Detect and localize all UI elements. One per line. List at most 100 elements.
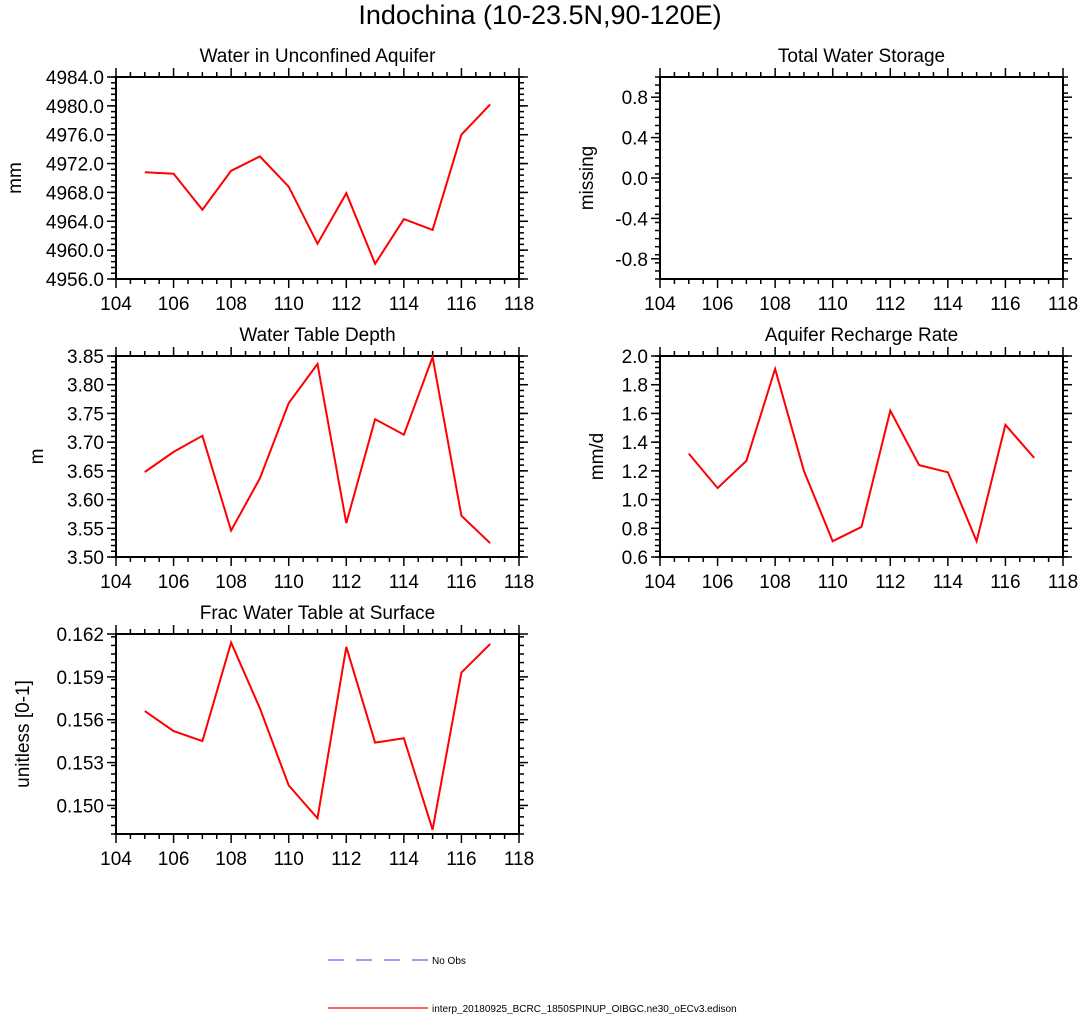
y-axis-label: unitless [0-1]: [13, 680, 34, 788]
y-tick-label: 0.6: [622, 548, 648, 569]
x-tick-label: 112: [875, 294, 905, 315]
x-tick-label: 108: [759, 572, 791, 593]
y-tick-label: 0.153: [56, 754, 104, 775]
y-tick-label: 4972.0: [46, 155, 104, 176]
x-tick-label: 108: [215, 294, 247, 315]
y-tick-label: 4980.0: [46, 97, 104, 118]
x-tick-label: 104: [100, 849, 132, 870]
x-tick-label: 112: [331, 294, 361, 315]
chart-title: Total Water Storage: [778, 46, 945, 67]
x-tick-label: 104: [644, 294, 676, 315]
x-tick-label: 116: [446, 849, 476, 870]
y-tick-label: 4968.0: [46, 183, 104, 204]
y-tick-label: 0.8: [622, 88, 648, 109]
x-tick-label: 110: [274, 572, 304, 593]
y-tick-label: 3.85: [67, 347, 104, 368]
y-tick-label: 3.75: [67, 404, 104, 425]
x-tick-label: 108: [215, 849, 247, 870]
y-tick-label: 3.70: [67, 433, 104, 454]
y-tick-label: 4976.0: [46, 126, 104, 147]
series-line: [144, 639, 491, 830]
x-tick-label: 104: [644, 572, 676, 593]
series-line: [144, 103, 491, 266]
y-tick-label: 4984.0: [46, 68, 104, 89]
figure-title: Indochina (10-23.5N,90-120E): [358, 0, 721, 30]
plot-frame: [659, 76, 1064, 280]
chart-panel-5: Frac Water Table at Surface 104 106 108 110 1…: [13, 603, 534, 870]
x-tick-label: 118: [504, 294, 534, 315]
plots-group: Water in Unconfined Aquifer 104 106 108 110 1…: [5, 46, 1078, 870]
y-tick-label: 4956.0: [46, 270, 104, 291]
series-line: [144, 353, 491, 544]
x-tick-label: 116: [990, 572, 1020, 593]
y-tick-label: 3.50: [67, 548, 104, 569]
chart-title: Water in Unconfined Aquifer: [200, 46, 437, 67]
y-axis-label: mm: [5, 162, 26, 194]
series-line: [688, 365, 1035, 545]
x-tick-label: 118: [504, 572, 534, 593]
x-tick-label: 106: [702, 572, 734, 593]
x-tick-label: 114: [389, 849, 420, 870]
x-tick-label: 116: [446, 572, 476, 593]
y-tick-label: 2.0: [622, 347, 648, 368]
chart-panel-2: Total Water Storage 104 106 108 110 112 114 116…: [577, 46, 1078, 315]
y-tick-label: 0.150: [56, 796, 104, 817]
x-tick-label: 112: [875, 572, 905, 593]
x-tick-label: 106: [158, 572, 190, 593]
x-tick-label: 110: [818, 572, 848, 593]
x-tick-label: 114: [933, 294, 964, 315]
x-tick-label: 112: [331, 849, 361, 870]
y-tick-label: -0.8: [615, 250, 648, 271]
y-tick-label: 1.4: [622, 433, 649, 454]
x-tick-label: 118: [1048, 572, 1078, 593]
legend: No Obs interp_20180925_BCRC_1850SPINUP_OI…: [328, 956, 737, 1014]
y-tick-label: 3.80: [67, 376, 104, 397]
chart-panel-3: Water Table Depth 104 106 108 110 112 114 116 11…: [27, 325, 534, 593]
x-tick-label: 106: [158, 849, 190, 870]
legend-label: No Obs: [432, 956, 466, 967]
y-tick-label: 3.55: [67, 519, 104, 540]
x-tick-label: 106: [158, 294, 190, 315]
x-tick-label: 106: [702, 294, 734, 315]
x-tick-label: 116: [990, 294, 1020, 315]
chart-title: Aquifer Recharge Rate: [765, 325, 958, 346]
plot-frame: [115, 633, 520, 835]
x-tick-label: 116: [446, 294, 476, 315]
chart-panel-1: Water in Unconfined Aquifer 104 106 108 110 1…: [5, 46, 534, 315]
y-tick-label: 1.8: [622, 376, 648, 397]
chart-title: Frac Water Table at Surface: [200, 603, 436, 624]
y-tick-label: 0.162: [56, 625, 104, 646]
plot-frame: [115, 355, 520, 558]
y-tick-label: 3.60: [67, 491, 104, 512]
x-tick-label: 108: [215, 572, 247, 593]
x-tick-label: 110: [274, 849, 304, 870]
y-axis-label: mm/d: [587, 433, 608, 481]
y-tick-label: 1.0: [622, 491, 648, 512]
y-tick-label: 1.6: [622, 404, 648, 425]
chart-title: Water Table Depth: [239, 325, 395, 346]
y-tick-label: 0.159: [56, 668, 104, 689]
y-tick-label: -0.4: [615, 209, 648, 230]
y-axis-label: m: [27, 449, 48, 465]
x-tick-label: 110: [818, 294, 848, 315]
x-tick-label: 118: [1048, 294, 1078, 315]
legend-label: interp_20180925_BCRC_1850SPINUP_OIBGC.ne…: [432, 1004, 737, 1014]
y-tick-label: 0.8: [622, 519, 648, 540]
x-tick-label: 118: [504, 849, 534, 870]
y-tick-label: 4964.0: [46, 212, 104, 233]
y-tick-label: 1.2: [622, 462, 648, 483]
y-tick-label: 4960.0: [46, 241, 104, 262]
y-tick-label: 0.4: [622, 129, 649, 150]
x-tick-label: 110: [274, 294, 304, 315]
x-tick-label: 108: [759, 294, 791, 315]
y-tick-label: 0.0: [622, 169, 648, 190]
x-tick-label: 112: [331, 572, 361, 593]
y-axis-label: missing: [577, 146, 598, 210]
y-tick-label: 0.156: [56, 711, 104, 732]
x-tick-label: 114: [389, 572, 420, 593]
x-tick-label: 114: [389, 294, 420, 315]
x-tick-label: 114: [933, 572, 964, 593]
chart-panel-4: Aquifer Recharge Rate 104 106 108 110 112 114 1…: [587, 325, 1078, 593]
x-tick-label: 104: [100, 294, 132, 315]
